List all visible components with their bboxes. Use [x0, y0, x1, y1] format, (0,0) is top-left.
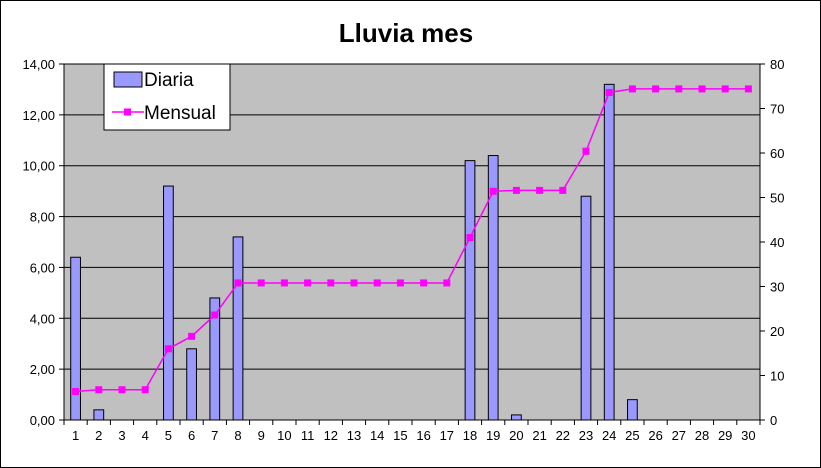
- x-tick-label: 3: [118, 428, 125, 443]
- x-tick-label: 16: [416, 428, 430, 443]
- y-right-tick-label: 50: [770, 191, 784, 206]
- legend-bar-swatch: [113, 71, 143, 88]
- x-tick-label: 6: [188, 428, 195, 443]
- x-tick-label: 17: [440, 428, 454, 443]
- line-point: [489, 187, 497, 195]
- x-tick-label: 29: [718, 428, 732, 443]
- bar: [163, 185, 174, 421]
- x-tick-label: 19: [486, 428, 500, 443]
- x-tick-label: 13: [347, 428, 361, 443]
- line-point: [652, 85, 660, 93]
- x-tick-label: 1: [72, 428, 79, 443]
- line-point: [188, 332, 196, 340]
- line-point: [141, 386, 149, 394]
- x-tick-label: 27: [672, 428, 686, 443]
- legend: Diaria Mensual: [103, 63, 231, 131]
- y-right-tick-label: 80: [770, 57, 784, 72]
- line-point: [744, 85, 752, 93]
- y-left-tick-label: 2,00: [30, 362, 55, 377]
- bar: [603, 83, 615, 421]
- line-point: [72, 388, 80, 396]
- x-tick-label: 21: [532, 428, 546, 443]
- y-left-tick-label: 6,00: [30, 260, 55, 275]
- line-point: [698, 85, 706, 93]
- line-point: [350, 279, 358, 287]
- line-point: [164, 345, 172, 353]
- y-right-tick-label: 10: [770, 369, 784, 384]
- x-tick-label: 14: [370, 428, 384, 443]
- x-tick-label: 15: [393, 428, 407, 443]
- x-tick-label: 8: [234, 428, 241, 443]
- bar: [93, 409, 105, 421]
- x-tick-label: 20: [509, 428, 523, 443]
- x-tick-label: 30: [741, 428, 755, 443]
- legend-line-marker: [124, 108, 131, 116]
- line-point: [304, 279, 312, 287]
- y-right-tick-label: 40: [770, 235, 784, 250]
- bar: [627, 399, 638, 421]
- bar: [487, 155, 499, 421]
- line-point: [257, 279, 265, 287]
- legend-label-diaria: Diaria: [144, 70, 194, 91]
- line-point: [512, 186, 520, 194]
- line-point: [628, 85, 636, 93]
- line-point: [396, 279, 404, 287]
- line-point: [559, 186, 567, 194]
- line-point: [536, 186, 544, 194]
- legend-label-mensual: Mensual: [144, 103, 216, 124]
- x-tick-label: 11: [301, 428, 315, 443]
- bar: [464, 160, 476, 421]
- bar: [232, 236, 244, 421]
- y-right-tick-label: 20: [770, 324, 784, 339]
- chart-title: Lluvia mes: [339, 18, 473, 48]
- x-tick-label: 25: [625, 428, 639, 443]
- x-tick-label: 26: [648, 428, 662, 443]
- x-tick-label: 2: [95, 428, 102, 443]
- line-point: [675, 85, 683, 93]
- line-point: [466, 234, 474, 242]
- x-tick-label: 4: [142, 428, 149, 443]
- x-tick-label: 5: [165, 428, 172, 443]
- x-tick-label: 23: [579, 428, 593, 443]
- y-right-tick-label: 30: [770, 280, 784, 295]
- y-left-tick-label: 10,00: [22, 159, 55, 174]
- line-point: [327, 279, 335, 287]
- line-point: [605, 88, 613, 96]
- line-point: [234, 279, 242, 287]
- bar: [580, 195, 592, 421]
- x-tick-label: 18: [463, 428, 477, 443]
- x-tick-label: 9: [258, 428, 265, 443]
- line-point: [280, 279, 288, 287]
- line-point: [420, 279, 428, 287]
- y-right-tick-label: 70: [770, 102, 784, 117]
- x-tick-label: 12: [324, 428, 338, 443]
- y-right-tick-label: 60: [770, 146, 784, 161]
- line-point: [582, 147, 590, 155]
- line-point: [721, 85, 729, 93]
- bar: [511, 414, 522, 421]
- y-right-tick-label: 0: [770, 413, 777, 428]
- line-point: [95, 386, 103, 394]
- y-left-tick-label: 8,00: [30, 210, 55, 225]
- y-left-tick-label: 4,00: [30, 311, 55, 326]
- x-tick-label: 22: [556, 428, 570, 443]
- bar: [186, 348, 197, 421]
- x-tick-label: 7: [211, 428, 218, 443]
- bar: [70, 256, 81, 421]
- y-left-tick-label: 12,00: [22, 108, 55, 123]
- series-line: [75, 88, 749, 393]
- x-tick-label: 28: [695, 428, 709, 443]
- y-left-tick-label: 0,00: [30, 413, 55, 428]
- y-left-tick-label: 14,00: [22, 57, 55, 72]
- bar: [209, 297, 221, 421]
- line-point: [443, 279, 451, 287]
- line-point: [373, 279, 381, 287]
- line-point: [118, 386, 126, 394]
- x-tick-label: 24: [602, 428, 616, 443]
- line-point: [211, 311, 219, 319]
- x-tick-label: 10: [277, 428, 291, 443]
